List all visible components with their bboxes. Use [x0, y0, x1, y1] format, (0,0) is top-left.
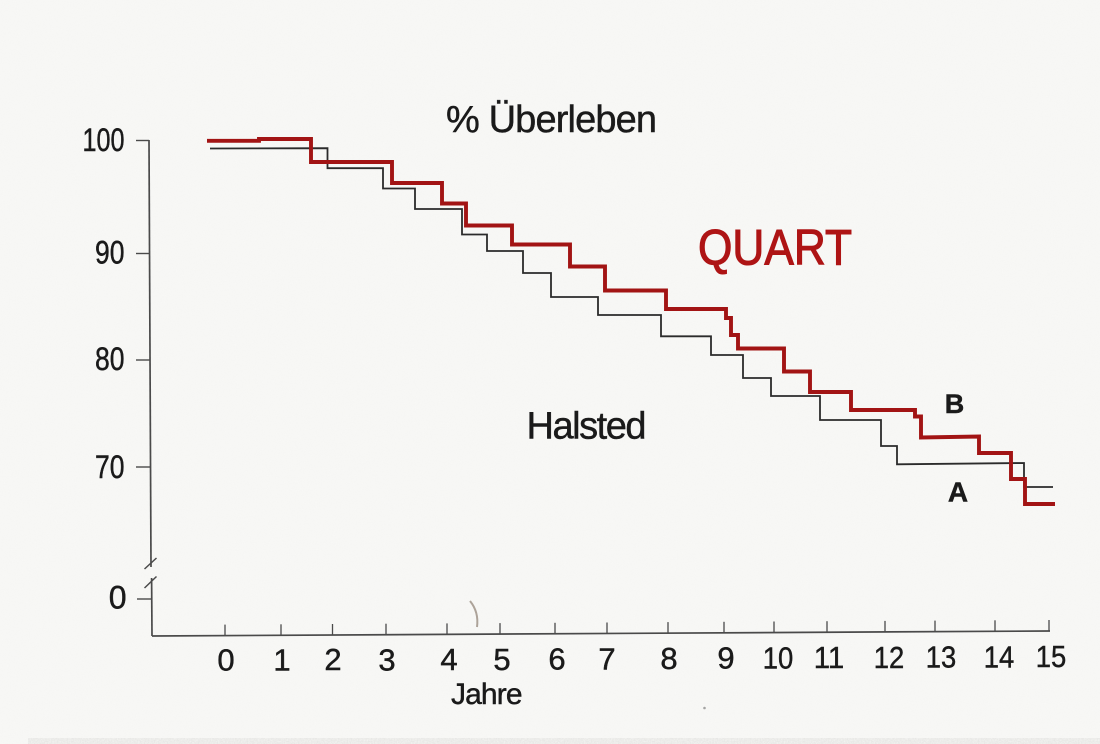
svg-text:5: 5	[493, 642, 510, 677]
svg-text:80: 80	[95, 341, 125, 377]
svg-text:QUART: QUART	[698, 220, 852, 276]
svg-text:% Überleben: % Überleben	[446, 99, 657, 141]
svg-text:10: 10	[763, 640, 794, 675]
svg-text:100: 100	[83, 122, 125, 158]
svg-text:1: 1	[273, 642, 290, 677]
svg-text:4: 4	[440, 642, 457, 677]
svg-text:9: 9	[717, 641, 734, 676]
svg-text:B: B	[945, 389, 965, 419]
svg-text:0: 0	[217, 643, 234, 678]
svg-text:7: 7	[598, 641, 615, 676]
svg-text:6: 6	[548, 642, 565, 677]
svg-text:14: 14	[984, 639, 1015, 674]
svg-text:2: 2	[324, 642, 341, 677]
svg-text:13: 13	[926, 640, 957, 675]
svg-text:Jahre: Jahre	[451, 678, 523, 711]
svg-text:70: 70	[95, 449, 125, 485]
svg-text:12: 12	[874, 640, 905, 675]
svg-text:8: 8	[660, 641, 677, 676]
svg-text:15: 15	[1036, 639, 1067, 674]
svg-text:11: 11	[814, 640, 845, 675]
svg-text:Halsted: Halsted	[527, 406, 647, 448]
svg-text:90: 90	[95, 235, 125, 271]
svg-text:3: 3	[378, 643, 395, 678]
svg-text:A: A	[948, 477, 968, 508]
svg-text:0: 0	[109, 580, 127, 616]
